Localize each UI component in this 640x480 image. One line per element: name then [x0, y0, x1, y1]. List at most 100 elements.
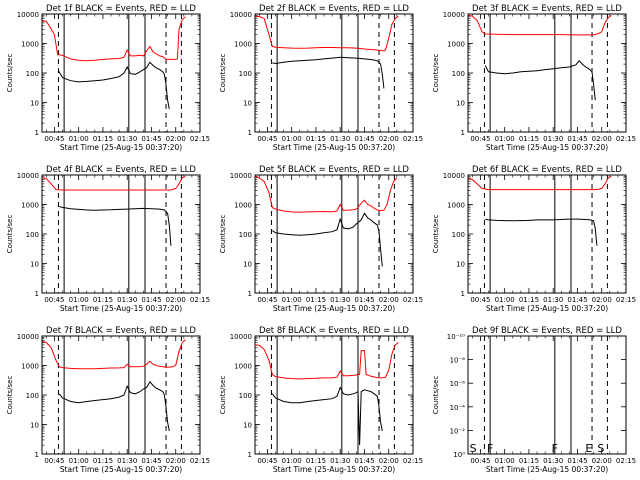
x-tick-label: 00:45 [44, 296, 64, 304]
x-tick-label: 01:30 [543, 457, 563, 465]
x-tick-label: 01:15 [93, 296, 113, 304]
x-tick-label: 02:00 [592, 296, 612, 304]
x-tick-label: 00:45 [44, 457, 64, 465]
y-tick-label: 10000 [230, 172, 252, 180]
x-tick-label: 01:45 [567, 135, 587, 143]
panel-title: Det 9f BLACK = Events, RED = LLD [472, 326, 622, 336]
x-tick-label: 01:30 [543, 135, 563, 143]
x-tick-label: 01:15 [519, 296, 539, 304]
y-axis-label: Counts/sec [6, 54, 14, 93]
y-tick-label: 1000 [447, 41, 465, 49]
x-tick-label: 02:15 [403, 135, 423, 143]
marker-label: F [552, 442, 558, 455]
panel-5: Det 5f BLACK = Events, RED = LLD 1 10 100 10… [219, 165, 423, 313]
y-tick-label: 100 [239, 231, 252, 239]
plot-frame [41, 13, 201, 133]
y-tick-label: 10000 [17, 172, 39, 180]
series-events [59, 206, 172, 246]
series-events [271, 386, 383, 446]
x-tick-label: 01:15 [519, 135, 539, 143]
x-tick-label: 01:45 [354, 457, 374, 465]
x-tick-label: 01:30 [117, 296, 137, 304]
x-tick-label: 02:15 [616, 457, 636, 465]
y-tick-label: 100 [452, 231, 465, 239]
x-tick-label: 02:15 [616, 135, 636, 143]
x-tick-label: 02:15 [190, 457, 210, 465]
series-lld [42, 175, 186, 191]
series-lld [255, 15, 399, 52]
y-tick-label: 1000 [21, 363, 39, 371]
x-tick-label: 00:45 [44, 135, 64, 143]
y-tick-label: 10⁰ [453, 451, 465, 459]
x-tick-label: 01:15 [306, 135, 326, 143]
y-tick-label: 10 [30, 422, 39, 430]
x-tick-label: 01:00 [495, 135, 515, 143]
x-tick-label: 00:45 [257, 135, 277, 143]
marker-label: S [470, 442, 477, 455]
series-lld [255, 175, 398, 213]
x-tick-label: 01:00 [495, 296, 515, 304]
x-tick-label: 02:00 [166, 296, 186, 304]
y-tick-label: 10⁻¹⁰ [447, 333, 465, 341]
series-events [272, 212, 383, 267]
x-tick-label: 01:45 [141, 457, 161, 465]
y-tick-label: 1000 [21, 202, 39, 210]
series-lld [42, 16, 186, 62]
panel-8: Det 8f BLACK = Events, RED = LLD 1 10 100 10… [219, 326, 423, 474]
y-tick-label: 10000 [230, 11, 252, 19]
x-tick-label: 00:45 [470, 296, 490, 304]
series-lld [42, 339, 186, 370]
y-tick-label: 1 [248, 451, 252, 459]
panel-title: Det 6f BLACK = Events, RED = LLD [472, 165, 622, 175]
y-tick-label: 10 [243, 422, 252, 430]
panel-title: Det 3f BLACK = Events, RED = LLD [472, 4, 622, 14]
series-lld [468, 175, 612, 191]
y-tick-label: 10 [30, 100, 39, 108]
y-tick-label: 10⁻⁴ [450, 404, 466, 412]
panel-6: Det 6f BLACK = Events, RED = LLD 1 10 100 10… [432, 165, 636, 313]
x-tick-label: 02:00 [592, 457, 612, 465]
y-axis-label: Counts/sec [6, 376, 14, 415]
y-axis-label: Counts/sec [432, 376, 440, 415]
x-tick-label: 02:15 [403, 296, 423, 304]
x-tick-label: 01:30 [117, 135, 137, 143]
y-tick-label: 10000 [17, 333, 39, 341]
y-axis-label: Counts/sec [6, 215, 14, 254]
x-tick-label: 02:00 [166, 457, 186, 465]
panel-title: Det 1f BLACK = Events, RED = LLD [46, 4, 196, 14]
x-tick-label: 01:00 [69, 457, 89, 465]
plot-frame [467, 13, 627, 133]
panel-title: Det 7f BLACK = Events, RED = LLD [46, 326, 196, 336]
y-tick-label: 1000 [447, 202, 465, 210]
x-tick-label: 01:00 [282, 135, 302, 143]
x-tick-label: 01:15 [306, 457, 326, 465]
x-tick-label: 00:45 [257, 457, 277, 465]
x-axis-label: Start Time (25-Aug-15 00:37:20) [273, 465, 395, 474]
series-lld [468, 14, 612, 36]
x-tick-label: 01:30 [330, 135, 350, 143]
y-tick-label: 10⁻⁸ [450, 357, 466, 365]
x-axis-label: Start Time (25-Aug-15 00:37:20) [273, 143, 395, 152]
plot-frame [467, 335, 627, 455]
y-tick-label: 1000 [21, 41, 39, 49]
x-tick-label: 00:45 [470, 457, 490, 465]
x-axis-label: Start Time (25-Aug-15 00:37:20) [60, 143, 182, 152]
plot-frame [254, 13, 414, 133]
x-tick-label: 01:45 [354, 296, 374, 304]
x-tick-label: 01:45 [354, 135, 374, 143]
y-tick-label: 1000 [234, 41, 252, 49]
panel-1: Det 1f BLACK = Events, RED = LLD 1 10 100 10… [6, 4, 210, 152]
plot-frame [41, 174, 201, 294]
x-tick-label: 01:00 [69, 296, 89, 304]
x-tick-label: 01:30 [330, 296, 350, 304]
y-axis-label: Counts/sec [432, 215, 440, 254]
panel-2: Det 2f BLACK = Events, RED = LLD 1 10 100 10… [219, 4, 423, 152]
x-tick-label: 01:30 [330, 457, 350, 465]
y-tick-label: 100 [26, 392, 39, 400]
y-axis-label: Counts/sec [432, 54, 440, 93]
panel-7: Det 7f BLACK = Events, RED = LLD 1 10 100 10… [6, 326, 210, 474]
y-tick-label: 10 [30, 261, 39, 269]
y-tick-label: 100 [239, 70, 252, 78]
x-tick-label: 02:15 [190, 135, 210, 143]
panel-3: Det 3f BLACK = Events, RED = LLD 1 10 100 10… [432, 4, 636, 152]
